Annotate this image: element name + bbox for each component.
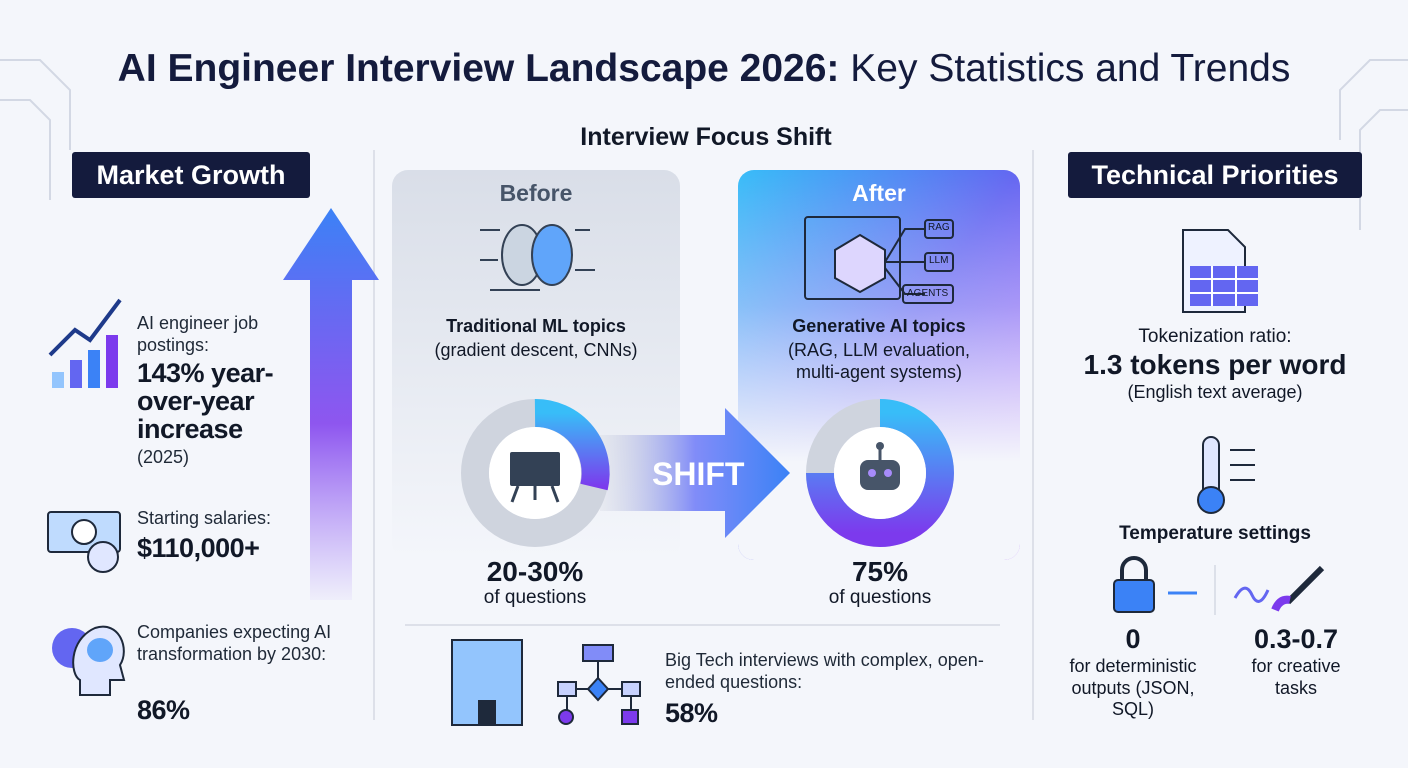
document-icon [1182, 229, 1258, 313]
flow-node [586, 676, 610, 702]
share: 20-30% [486, 556, 584, 587]
robot-eye [868, 469, 876, 477]
robot-icon [860, 460, 900, 490]
flowchart-icon [557, 644, 641, 725]
network-icon [804, 216, 954, 304]
flow-node [621, 681, 641, 697]
stat-note: (English text average) [1127, 382, 1303, 402]
title-bold: AI Engineer Interview Landscape 2026: [117, 47, 840, 90]
share: 75% [851, 556, 909, 587]
after-donut [806, 399, 954, 547]
icon-trend [48, 298, 122, 357]
topic: Generative AI topics [792, 316, 966, 336]
flow-node [621, 709, 639, 725]
circuit-line [1339, 59, 1408, 140]
donut-arc [534, 398, 610, 491]
stat-note: (2025) [137, 447, 190, 467]
building-icon [451, 639, 523, 726]
subheading: Temperature settings [1119, 523, 1311, 544]
bill-coin [71, 519, 97, 545]
token-grid-lines [1190, 266, 1258, 306]
robot-eye [884, 469, 892, 477]
bulb [1197, 486, 1225, 514]
stat-label: Starting salaries: [137, 508, 272, 528]
head-gear-icon [52, 625, 126, 696]
shift-label: SHIFT [652, 456, 745, 492]
brush-tip [1271, 595, 1291, 612]
stat-label: Tokenization ratio: [1138, 326, 1292, 347]
icon-bar [106, 335, 118, 388]
section-heading: Market Growth [72, 152, 310, 198]
token-grid [1190, 266, 1258, 306]
brain-lines [480, 229, 595, 291]
brain-icon [480, 224, 595, 291]
thermometer-icon [1197, 436, 1255, 514]
stat-value: 1.3 tokens per word [1083, 349, 1347, 380]
window [804, 216, 901, 300]
icon-tag: LLM [929, 255, 949, 266]
door [478, 700, 496, 725]
topic-detail: (gradient descent, CNNs) [434, 340, 638, 360]
flow-node [557, 681, 577, 697]
donut-arc [806, 399, 954, 547]
brain-right [531, 224, 573, 286]
brush-handle [1285, 565, 1325, 605]
stat-label: AI engineer job postings: [137, 313, 259, 355]
coin [87, 541, 119, 573]
topic: Traditional ML topics [446, 316, 626, 336]
brush-icon [1233, 565, 1325, 612]
stat-value: 58% [665, 698, 718, 728]
board-icon [510, 452, 560, 486]
lock-body [1113, 579, 1155, 613]
connectors [884, 228, 925, 295]
panel-label: Before [499, 180, 573, 206]
setting-value: 0 [1125, 624, 1141, 654]
stat-label: Big Tech interviews with complex, open-e… [665, 650, 984, 692]
icon-tag: AGENTS [907, 288, 949, 299]
share-note: of questions [483, 587, 587, 608]
lock-icon [1113, 556, 1197, 613]
stat-label: Companies expecting AI transformation by… [137, 622, 332, 664]
stat-value: 86% [137, 695, 190, 725]
shift-arrow [600, 408, 790, 538]
sliders [1230, 449, 1255, 481]
section-heading: Interview Focus Shift [580, 123, 832, 151]
flow-lines [566, 661, 632, 710]
before-donut [461, 398, 610, 547]
panel-label: After [852, 180, 906, 206]
icon-tag: RAG [928, 222, 950, 233]
shackle [1120, 556, 1148, 580]
board-legs [510, 485, 560, 503]
icon-bar [70, 360, 82, 388]
setting-value: 0.3-0.7 [1253, 624, 1339, 654]
circuit-line [1359, 109, 1408, 230]
wave [1233, 586, 1270, 603]
share-note: of questions [828, 587, 932, 608]
chart-icon [48, 298, 122, 388]
tag-box [924, 219, 954, 239]
hexagon [834, 233, 886, 294]
setting-label: for creative tasks [1251, 656, 1341, 698]
section-heading: Technical Priorities [1068, 152, 1362, 198]
circuit-line [0, 59, 71, 150]
title: AI Engineer Interview Landscape 2026: Ke… [0, 46, 1408, 93]
growth-arrow [283, 208, 379, 600]
flow-node [558, 709, 574, 725]
stat-value: 143% year-over-year increase [137, 358, 274, 444]
circuit-line [0, 99, 51, 200]
setting-label: for deterministic outputs (JSON, SQL) [1069, 656, 1197, 720]
brain [87, 638, 113, 662]
robot-antenna-tip [876, 442, 884, 450]
tag-box [924, 252, 954, 272]
stat-value: $110,000+ [137, 533, 260, 563]
tag-box [902, 284, 954, 304]
flow-node [582, 644, 614, 662]
topic-detail: (RAG, LLM evaluation, multi-agent system… [787, 340, 971, 382]
icon-bar [88, 350, 100, 388]
money-icon [47, 511, 121, 573]
icon-bar [52, 372, 64, 388]
title-rest: Key Statistics and Trends [850, 47, 1291, 90]
